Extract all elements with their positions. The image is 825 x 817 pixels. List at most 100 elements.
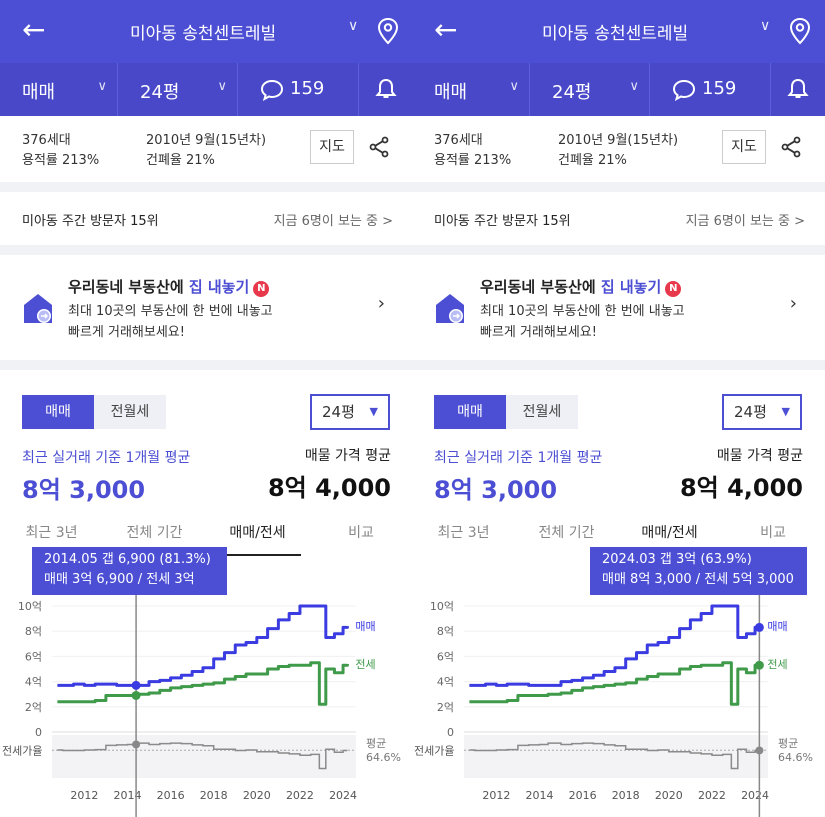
x-tick-label: 2014: [113, 789, 141, 802]
listing-avg-value: 8억 4,000: [679, 474, 803, 502]
tab-recent-3y[interactable]: 최근 3년: [25, 525, 78, 541]
y-tick-label: 6억: [437, 650, 454, 663]
ratio-avg-label: 평균: [778, 737, 798, 750]
chevron-down-icon: ∨: [217, 79, 227, 94]
new-badge: N: [665, 281, 682, 297]
y-tick-label: 8억: [437, 625, 454, 638]
y-tick-label: 6억: [25, 650, 42, 663]
building-coverage: 건폐율 21%: [146, 153, 215, 168]
trade-type-dropdown[interactable]: 매매 ∨: [412, 63, 530, 116]
viewing-now[interactable]: 지금 6명이 보는 중 >: [685, 214, 805, 229]
complex-info: 376세대 용적률 213% 2010년 9월(15년차) 건폐율 21% 지도: [0, 116, 413, 182]
segment-rent[interactable]: 전월세: [94, 395, 166, 429]
series-line-sale: [469, 604, 761, 687]
ratio-band: [464, 735, 768, 778]
share-icon[interactable]: [780, 136, 802, 158]
comments-button[interactable]: 159: [238, 63, 359, 116]
tab-compare[interactable]: 비교: [760, 525, 786, 541]
ratio-avg-label: 평균: [366, 737, 386, 750]
listing-promo-banner[interactable]: 우리동네 부동산에 집 내놓기 N 최대 10곳의 부동산에 한 번에 내놓고 빠르…: [0, 255, 413, 360]
app-screen-left: ← 미아동 송천센트레빌 ∨ 매매 ∨ 24평 ∨ 159 376세대 용적률 213…: [0, 0, 413, 817]
price-chart[interactable]: 10억 8억 6억 4억 2억 0 2012 2014 2016 2018 2020 2022 2024…: [0, 543, 413, 817]
segment-sale[interactable]: 매매: [22, 395, 94, 429]
chart-tabs: 최근 3년 전체 기간 매매/전세 비교: [0, 513, 413, 557]
house-arrow-icon: [24, 294, 52, 323]
comments-button[interactable]: 159: [650, 63, 771, 116]
speech-bubble-icon: [260, 79, 284, 101]
chevron-right-icon[interactable]: ›: [789, 293, 797, 314]
tab-sale-jeonse[interactable]: 매매/전세: [206, 513, 309, 557]
segment-rent[interactable]: 전월세: [506, 395, 578, 429]
floor-area-ratio: 용적률 213%: [434, 153, 512, 168]
share-icon[interactable]: [368, 136, 390, 158]
notification-button[interactable]: [359, 63, 412, 116]
speech-bubble-icon: [672, 79, 696, 101]
viewing-now[interactable]: 지금 6명이 보는 중 >: [273, 214, 393, 229]
chevron-down-icon: ∨: [97, 79, 107, 94]
chevron-down-icon[interactable]: ∨: [348, 18, 359, 34]
household-count: 376세대: [22, 133, 71, 148]
tab-all-period[interactable]: 전체 기간: [538, 525, 595, 541]
cursor-point-sale: [131, 680, 141, 690]
series-line-jeonse: [469, 661, 761, 706]
y-tick-label: 10억: [430, 600, 454, 613]
map-button[interactable]: 지도: [310, 130, 354, 164]
divider: [0, 245, 413, 255]
tab-recent-3y[interactable]: 최근 3년: [437, 525, 490, 541]
tab-compare[interactable]: 비교: [348, 525, 374, 541]
x-tick-label: 2014: [525, 789, 553, 802]
price-chart-svg[interactable]: 10억 8억 6억 4억 2억 0 2012 2014 2016 2018 2020 2022 2024…: [412, 543, 825, 817]
cursor-point-ratio: [132, 740, 141, 749]
recent-avg-label: 최근 실거래 기준 1개월 평균: [22, 450, 191, 466]
series-label-sale: 매매: [355, 620, 375, 633]
y-tick-label: 8억: [25, 625, 42, 638]
chevron-down-icon[interactable]: ∨: [760, 18, 771, 34]
notification-button[interactable]: [771, 63, 824, 116]
chevron-down-icon: ∨: [509, 79, 519, 94]
series-label-jeonse: 전세: [767, 658, 787, 671]
size-select[interactable]: 24평 ▼: [722, 394, 802, 430]
tab-all-period[interactable]: 전체 기간: [126, 525, 183, 541]
price-section: 매매 전월세 24평 ▼ 최근 실거래 기준 1개월 평균 8억 3,000 매물…: [0, 370, 413, 560]
back-arrow-icon[interactable]: ←: [434, 13, 458, 46]
map-button[interactable]: 지도: [722, 130, 766, 164]
visitor-row[interactable]: 미아동 주간 방문자 15위 지금 6명이 보는 중 >: [412, 192, 825, 245]
x-tick-label: 2024: [329, 789, 357, 802]
top-bar: ← 미아동 송천센트레빌 ∨: [0, 0, 413, 63]
price-chart[interactable]: 10억 8억 6억 4억 2억 0 2012 2014 2016 2018 2020 2022 2024…: [412, 543, 825, 817]
back-arrow-icon[interactable]: ←: [22, 13, 46, 46]
listing-promo-banner[interactable]: 우리동네 부동산에 집 내놓기 N 최대 10곳의 부동산에 한 번에 내놓고 빠르…: [412, 255, 825, 360]
y-tick-label: 0: [447, 726, 454, 739]
complex-title[interactable]: 미아동 송천센트레빌: [130, 24, 277, 44]
size-dropdown[interactable]: 24평 ∨: [118, 63, 238, 116]
ratio-label: 전세가율: [2, 744, 42, 757]
build-date: 2010년 9월(15년차): [558, 133, 679, 148]
house-arrow-icon: [436, 294, 464, 323]
x-tick-label: 2024: [741, 789, 769, 802]
segment-sale[interactable]: 매매: [434, 395, 506, 429]
bell-icon: [375, 78, 397, 98]
recent-avg-value: 8억 3,000: [434, 476, 558, 504]
chart-tooltip: 2014.05 갭 6,900 (81.3%) 매매 3억 6,900 / 전세…: [32, 547, 227, 595]
ratio-label: 전세가율: [414, 744, 454, 757]
chevron-down-icon: ∨: [629, 79, 639, 94]
chart-tooltip: 2024.03 갭 3억 (63.9%) 매매 8억 3,000 / 전세 5억…: [590, 547, 807, 595]
building-coverage: 건폐율 21%: [558, 153, 627, 168]
size-dropdown[interactable]: 24평 ∨: [530, 63, 650, 116]
location-pin-icon[interactable]: [376, 17, 400, 45]
weekly-visitor-rank: 미아동 주간 방문자 15위: [434, 214, 571, 229]
divider: [412, 245, 825, 255]
y-tick-label: 4억: [437, 676, 454, 689]
trade-segment: 매매 전월세: [434, 395, 578, 429]
cursor-point-sale: [754, 622, 764, 632]
y-tick-label: 2억: [25, 701, 42, 714]
size-select[interactable]: 24평 ▼: [310, 394, 390, 430]
visitor-row[interactable]: 미아동 주간 방문자 15위 지금 6명이 보는 중 >: [0, 192, 413, 245]
new-badge: N: [253, 281, 270, 297]
chevron-right-icon[interactable]: ›: [377, 293, 385, 314]
complex-title[interactable]: 미아동 송천센트레빌: [542, 24, 689, 44]
ratio-avg-value: 64.6%: [366, 751, 401, 764]
location-pin-icon[interactable]: [788, 17, 812, 45]
price-chart-svg[interactable]: 10억 8억 6억 4억 2억 0 2012 2014 2016 2018 2020 2022 2024…: [0, 543, 413, 817]
trade-type-dropdown[interactable]: 매매 ∨: [0, 63, 118, 116]
